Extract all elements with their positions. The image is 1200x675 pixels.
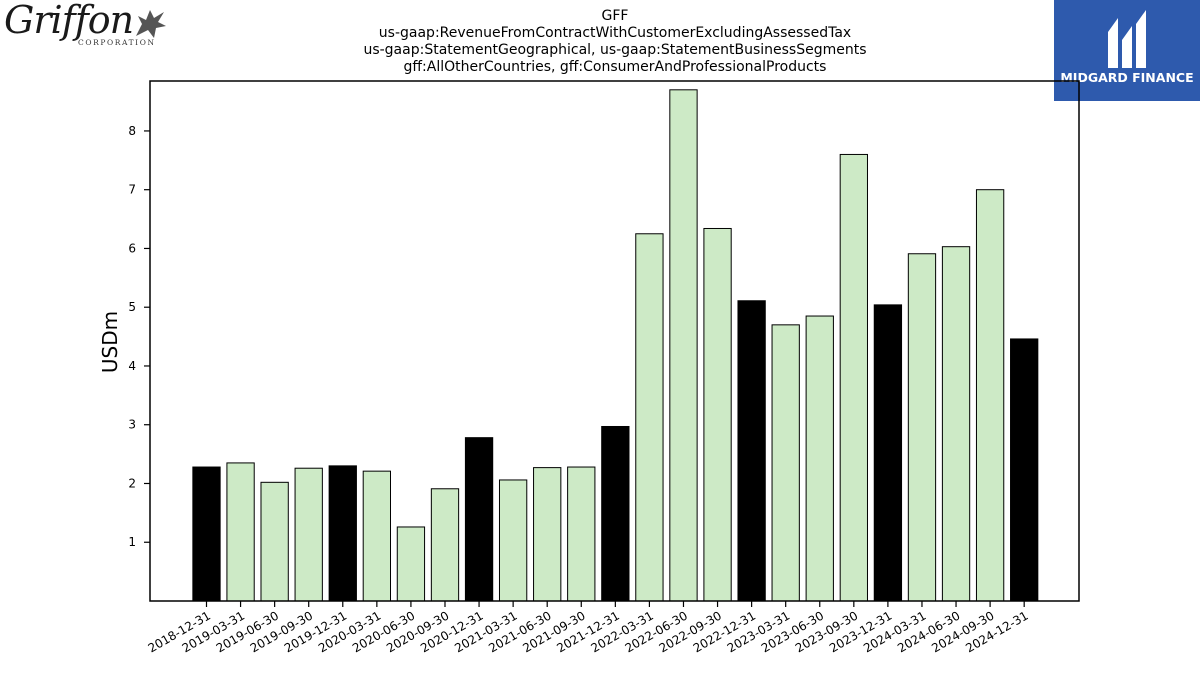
bar-2023-09-30 — [839, 153, 868, 602]
bar-2024-09-30 — [975, 189, 1005, 602]
bar-2024-03-31 — [907, 253, 937, 602]
griffon-logo-subtitle: CORPORATION — [78, 38, 156, 47]
bar-2022-03-31 — [635, 233, 664, 602]
bar-2021-06-30 — [533, 467, 562, 602]
bar-2021-03-31 — [498, 479, 528, 602]
y-tick-label: 5 — [128, 300, 136, 314]
bar-2024-06-30 — [941, 246, 971, 602]
chart-title-line: us-gaap:RevenueFromContractWithCustomerE… — [379, 25, 851, 41]
y-tick-label: 6 — [128, 241, 136, 255]
midgard-finance-wordmark: MIDGARD FINANCE — [1060, 70, 1194, 85]
bar-2018-12-31 — [192, 466, 221, 602]
y-tick-label: 8 — [128, 124, 136, 138]
bar-2023-12-31 — [873, 304, 903, 602]
griffin-icon — [136, 10, 166, 38]
chart-title: GFFus-gaap:RevenueFromContractWithCustom… — [363, 8, 866, 75]
y-tick-label: 7 — [128, 183, 136, 197]
chart-title-line: us-gaap:StatementGeographical, us-gaap:S… — [363, 42, 866, 58]
bar-2020-12-31 — [464, 437, 494, 602]
bar-2022-06-30 — [669, 89, 698, 602]
y-tick-label: 4 — [128, 359, 136, 373]
chart-title-line: GFF — [602, 8, 629, 24]
y-axis: 1 2 3 4 5 6 7 8 — [128, 124, 150, 549]
bar-2020-03-31 — [362, 470, 392, 602]
y-axis-label: USDm — [98, 311, 122, 373]
y-tick-label: 2 — [128, 476, 136, 490]
bar-2019-06-30 — [260, 481, 289, 602]
griffon-logo-wordmark: Griffon — [4, 0, 134, 42]
chart-title-line: gff:AllOtherCountries, gff:ConsumerAndPr… — [404, 59, 827, 75]
bar-2020-06-30 — [396, 526, 426, 602]
bar-2019-09-30 — [294, 467, 323, 602]
bar-2020-09-30 — [430, 488, 460, 602]
bar-2022-12-31 — [737, 300, 766, 602]
bar-2024-12-31 — [1010, 338, 1039, 602]
bar-2023-06-30 — [805, 315, 834, 602]
bar-2021-09-30 — [567, 466, 596, 602]
bar-2023-03-31 — [771, 324, 800, 602]
y-tick-label: 3 — [128, 418, 136, 432]
bar-2021-12-31 — [601, 425, 630, 602]
plot-frame — [149, 80, 1080, 602]
griffon-logo: Griffon CORPORATION — [4, 0, 169, 48]
x-axis: 2018-12-312019-03-312019-06-302019-09-30… — [146, 601, 1031, 655]
bar-2019-12-31 — [328, 465, 357, 602]
midgard-mark-icon — [1108, 10, 1146, 68]
bars-group — [192, 89, 1039, 602]
bar-2022-09-30 — [703, 227, 732, 602]
y-tick-label: 1 — [128, 535, 136, 549]
bar-2019-03-31 — [226, 462, 255, 602]
